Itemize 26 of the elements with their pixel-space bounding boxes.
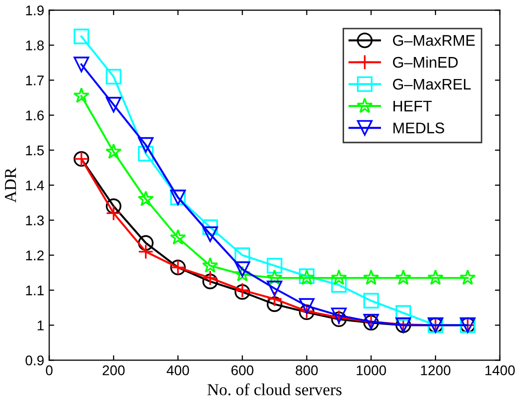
y-tick-label: 1.1: [26, 286, 44, 296]
y-tick-label: 0.9: [26, 356, 44, 366]
y-tick-label: 1.7: [26, 76, 44, 86]
y-tick-label: 1.9: [26, 6, 44, 16]
y-axis-title: ADR: [4, 168, 16, 203]
y-tick-label: 1: [38, 320, 44, 330]
x-tick-label: 400: [166, 365, 190, 376]
x-tick-label: 1000: [356, 365, 386, 376]
legend-label: MEDLS: [393, 122, 444, 134]
x-tick-label: 200: [102, 365, 125, 376]
x-tick-label: 600: [231, 365, 254, 376]
x-axis-title: No. of cloud servers: [207, 383, 342, 396]
y-tick-label: 1.8: [26, 40, 44, 50]
x-tick-label: 1200: [421, 365, 450, 376]
legend-label: G–MinED: [393, 56, 458, 68]
y-tick-label: 1.5: [26, 146, 44, 156]
x-tick-label: 1400: [485, 365, 515, 376]
y-tick-label: 1.3: [26, 216, 44, 226]
legend-label: G–MaxREL: [393, 78, 471, 90]
x-tick-label: 0: [46, 365, 53, 376]
y-tick-label: 1.6: [26, 110, 44, 120]
legend-label: G–MaxRME: [393, 35, 475, 46]
x-tick-label: 800: [296, 365, 318, 376]
legend-label: HEFT: [393, 100, 432, 112]
y-tick-label: 1.4: [26, 180, 44, 190]
y-tick-label: 1.2: [26, 250, 44, 260]
